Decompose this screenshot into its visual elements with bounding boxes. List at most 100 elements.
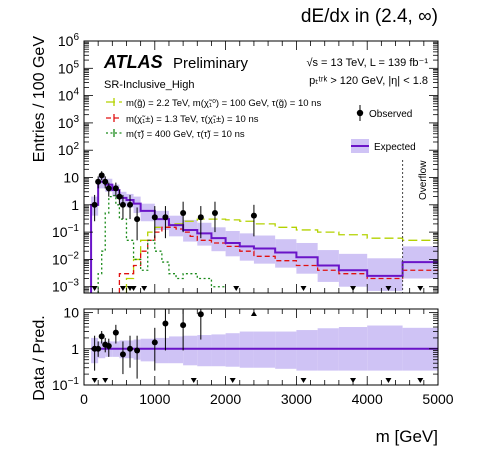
- ratio-band-bin: [98, 341, 106, 359]
- energy-lumi-label: √s = 13 TeV, L = 139 fb⁻¹: [306, 57, 428, 69]
- y-tick-label: 104: [58, 87, 80, 104]
- selection-cuts-label: pₜᵗʳᵏ > 120 GeV, |η| < 1.8: [309, 75, 428, 87]
- x-axis-title: m [GeV]: [376, 427, 438, 446]
- observed-point: [134, 216, 141, 223]
- down-arrow-marker: [300, 286, 307, 291]
- x-tick-label: 4000: [352, 391, 383, 407]
- top-panel: [83, 40, 439, 294]
- ratio-point: [105, 342, 112, 349]
- bottom-panel: [83, 308, 439, 386]
- bottom-axis-ticks: [83, 309, 439, 386]
- ratio-band-bin: [225, 333, 240, 367]
- observed-point: [116, 193, 123, 200]
- y-tick-label: 1: [71, 341, 79, 357]
- y-tick-label: 10−3: [52, 278, 79, 295]
- band-bin: [296, 242, 318, 274]
- ratio-band-bin: [296, 330, 318, 371]
- bottom-y-axis-title: Data / Pred.: [31, 315, 48, 400]
- bottom-plot-frame: [83, 308, 439, 386]
- legend-item-expected: Expected: [351, 139, 416, 153]
- x-tick-label: 5000: [422, 391, 453, 407]
- legend-item-gluino: m(g̃) = 2.2 TeV, m(χ̃₁⁰) = 100 GeV, τ(g̃…: [106, 98, 321, 109]
- legend-label-gluino: m(g̃) = 2.2 TeV, m(χ̃₁⁰) = 100 GeV, τ(g̃…: [126, 98, 321, 109]
- legend-label-observed: Observed: [369, 109, 412, 120]
- down-arrow-marker: [385, 286, 392, 291]
- bottom-y-tick-labels: 10−1 1 10: [52, 305, 79, 393]
- observed-point: [102, 178, 109, 185]
- ratio-point: [197, 311, 204, 318]
- ratio-point: [98, 333, 105, 340]
- observed-points: [91, 171, 257, 241]
- down-arrow-marker: [119, 286, 126, 291]
- top-y-tick-labels: 10−3 10−2 10−1 1 10 102 103 104 105 106: [52, 32, 79, 295]
- down-arrow-marker: [385, 378, 392, 383]
- x-tick-label: 2000: [210, 391, 241, 407]
- observed-point: [151, 214, 158, 221]
- observed-point: [112, 185, 119, 192]
- legend-label-chargino: m(χ̃₁±) = 1.3 TeV, τ(χ̃₁±) = 10 ns: [126, 114, 259, 125]
- ratio-band-bin: [275, 331, 297, 369]
- legend-label-expected: Expected: [374, 142, 416, 153]
- ratio-point: [95, 345, 102, 352]
- band-bin: [367, 258, 403, 291]
- down-arrow-marker: [130, 286, 137, 291]
- y-tick-label: 106: [58, 32, 80, 49]
- observed-point: [250, 212, 257, 219]
- band-bin: [140, 203, 155, 222]
- y-tick-label: 103: [58, 114, 80, 131]
- overflow-label: Overflow: [418, 160, 429, 200]
- observed-point: [127, 201, 134, 208]
- legend: m(g̃) = 2.2 TeV, m(χ̃₁⁰) = 100 GeV, τ(g̃…: [106, 98, 416, 153]
- chart-title: dE/dx in (2.4, ∞): [301, 6, 438, 27]
- ratio-points: [91, 309, 204, 379]
- signal-line-chargino: [118, 226, 438, 293]
- y-tick-label: 10−2: [52, 250, 79, 267]
- ratio-point: [112, 329, 119, 336]
- down-arrow-marker: [300, 378, 307, 383]
- observed-point: [105, 185, 112, 192]
- observed-point: [95, 178, 102, 185]
- upper-limit-arrows: [91, 286, 424, 291]
- ratio-point: [151, 339, 158, 346]
- legend-item-chargino: m(χ̃₁±) = 1.3 TeV, τ(χ̃₁±) = 10 ns: [106, 114, 259, 125]
- region-label: SR-Inclusive_High: [104, 79, 194, 91]
- down-arrow-marker: [190, 378, 197, 383]
- observed-point: [162, 214, 169, 221]
- ratio-point: [119, 351, 126, 358]
- down-arrow-marker: [233, 286, 240, 291]
- observed-point: [197, 214, 204, 221]
- signal-line-stau: [97, 194, 226, 293]
- y-tick-label: 1: [71, 197, 79, 213]
- signal-histograms: [97, 194, 438, 293]
- down-arrow-marker: [417, 286, 424, 291]
- ratio-band-bin: [197, 335, 212, 367]
- y-tick-label: 10−1: [52, 223, 79, 240]
- y-tick-label: 10: [63, 170, 79, 186]
- y-tick-label: 10−1: [52, 376, 79, 393]
- legend-item-stau: m(τ̃) = 400 GeV, τ(τ̃) = 10 ns: [106, 129, 245, 140]
- x-tick-label: 1000: [139, 391, 170, 407]
- x-tick-label: 0: [80, 391, 88, 407]
- x-tick-labels: 0 1000 2000 3000 4000 5000: [80, 391, 454, 407]
- ratio-band-bin: [168, 336, 184, 364]
- ratio-point: [162, 320, 169, 327]
- top-plot-frame: [83, 40, 439, 294]
- down-arrow-marker: [141, 286, 148, 291]
- y-tick-label: 105: [58, 59, 80, 76]
- down-arrow-marker: [229, 378, 236, 383]
- ratio-band-bin: [211, 334, 226, 367]
- ratio-point: [180, 322, 187, 329]
- observed-point: [98, 172, 105, 179]
- observed-point: [211, 210, 218, 217]
- observed-point: [91, 201, 98, 208]
- ratio-band-bin: [183, 335, 198, 366]
- atlas-label: ATLAS: [103, 52, 163, 72]
- band-bin: [211, 227, 226, 252]
- top-y-axis-title: Entries / 100 GeV: [31, 36, 48, 163]
- legend-label-stau: m(τ̃) = 400 GeV, τ(τ̃) = 10 ns: [126, 129, 245, 140]
- legend-swatch-observed-marker: [356, 109, 364, 117]
- down-arrow-marker: [102, 378, 109, 383]
- x-tick-label: 3000: [281, 391, 312, 407]
- top-axis-ticks: [83, 40, 439, 294]
